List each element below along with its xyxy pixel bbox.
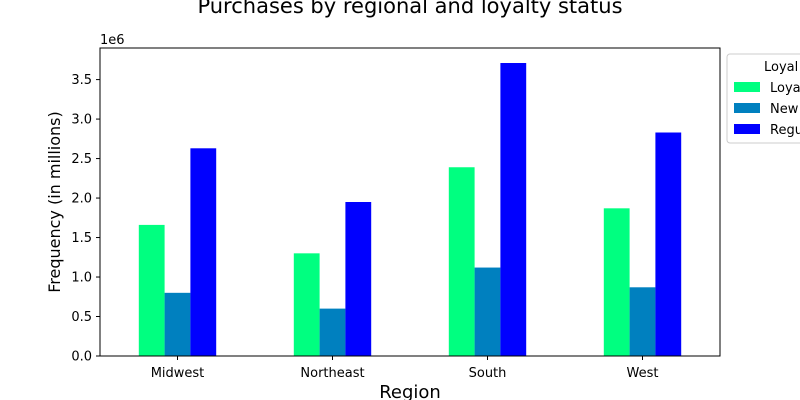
legend-swatch	[734, 124, 760, 134]
bar-regu-west	[655, 132, 682, 356]
legend-swatch	[734, 103, 760, 113]
bar-loya-midwest	[138, 224, 165, 356]
x-tick-label: Northeast	[300, 366, 364, 381]
bar-regu-south	[500, 63, 527, 356]
bar-new-midwest	[164, 292, 191, 356]
legend: Loyal Loya New Regu	[726, 53, 800, 144]
y-tick-label: 1.0	[71, 271, 92, 286]
bar-new-west	[629, 287, 656, 356]
y-axis-title: Frequency (in millions)	[45, 111, 64, 293]
bar-loya-west	[603, 208, 630, 356]
y-tick-label: 0.0	[71, 350, 92, 365]
legend-title: Loyal	[764, 60, 798, 75]
bar-regu-midwest	[190, 148, 217, 356]
bar-regu-northeast	[345, 202, 372, 356]
y-tick-label: 3.5	[71, 73, 92, 88]
x-tick-label: Midwest	[151, 366, 205, 381]
bar-new-south	[474, 267, 501, 356]
x-tick-label: South	[469, 366, 507, 381]
y-tick-label: 3.0	[71, 113, 92, 128]
x-tick-label: West	[627, 366, 659, 381]
legend-label: Regu	[770, 123, 800, 138]
y-tick-label: 2.0	[71, 192, 92, 207]
bar-loya-south	[448, 167, 475, 356]
y-tick-label: 1.5	[71, 231, 92, 246]
chart-title: Purchases by regional and loyalty status	[197, 0, 622, 18]
legend-label: Loya	[770, 81, 800, 96]
x-axis-title: Region	[379, 382, 441, 400]
plot-area: 0.0 0.5 1.0 1.5 2.0 2.5 3.0 3.5 Midwest Northeast…	[71, 63, 682, 381]
legend-swatch	[734, 82, 760, 92]
legend-box	[726, 53, 800, 144]
y-offset-text: 1e6	[100, 33, 125, 48]
legend-label: New	[770, 102, 799, 117]
y-tick-label: 2.5	[71, 152, 92, 167]
bar-loya-northeast	[293, 253, 320, 356]
bar-new-northeast	[319, 308, 346, 356]
plot-frame	[99, 47, 721, 357]
y-tick-label: 0.5	[71, 310, 92, 325]
